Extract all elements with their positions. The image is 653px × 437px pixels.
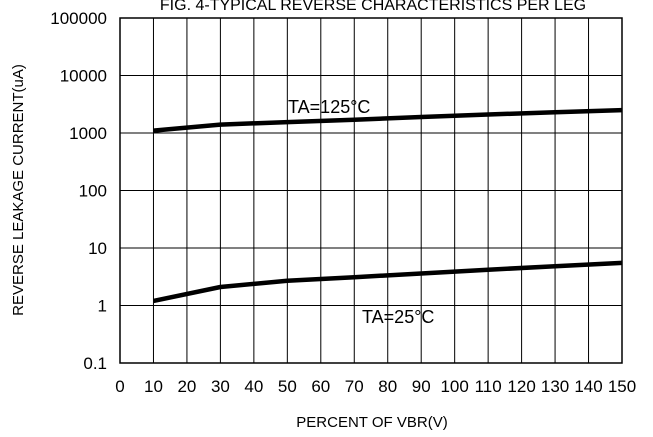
x-tick-labels: 0 10 20 30 40 50 60 70 80 90 100 110 120 130 140 150 <box>115 377 636 396</box>
y-tick-label: 100000 <box>50 9 107 28</box>
series-line-1 <box>153 260 623 304</box>
series-label-25c: TA=25°C <box>362 307 434 327</box>
y-tick-label: 100 <box>79 182 107 201</box>
y-tick-label: 1000 <box>69 124 107 143</box>
x-tick-label: 0 <box>115 377 124 396</box>
x-tick-label: 110 <box>475 377 502 396</box>
x-tick-label: 90 <box>412 377 431 396</box>
x-tick-label: 150 <box>608 377 636 396</box>
x-tick-label: 140 <box>574 377 602 396</box>
y-tick-labels: 0.1 1 10 100 1000 10000 100000 <box>50 9 107 373</box>
x-tick-label: 10 <box>144 377 163 396</box>
y-tick-label: 10000 <box>60 67 107 86</box>
y-tick-label: 0.1 <box>83 354 107 373</box>
x-tick-label: 80 <box>378 377 397 396</box>
y-axis-title: REVERSE LEAKAGE CURRENT(uA) <box>10 64 27 316</box>
x-tick-label: 100 <box>440 377 468 396</box>
y-tick-label: 1 <box>98 297 107 316</box>
x-axis-title: PERCENT OF VBR(V) <box>296 414 447 431</box>
x-tick-label: 130 <box>541 377 569 396</box>
x-tick-label: 20 <box>177 377 196 396</box>
series-line-0 <box>153 107 623 133</box>
series-labels: TA=125°C TA=25°C <box>288 97 434 327</box>
x-tick-label: 60 <box>311 377 330 396</box>
x-tick-label: 40 <box>244 377 263 396</box>
x-tick-label: 120 <box>507 377 535 396</box>
chart-title: FIG. 4-TYPICAL REVERSE CHARACTERISTICS P… <box>160 0 586 14</box>
x-tick-label: 70 <box>345 377 364 396</box>
y-tick-label: 10 <box>88 239 107 258</box>
x-tick-label: 30 <box>211 377 230 396</box>
plot-frame <box>119 17 623 364</box>
series-layer <box>153 107 623 304</box>
series-label-125c: TA=125°C <box>288 97 370 117</box>
x-tick-label: 50 <box>278 377 297 396</box>
